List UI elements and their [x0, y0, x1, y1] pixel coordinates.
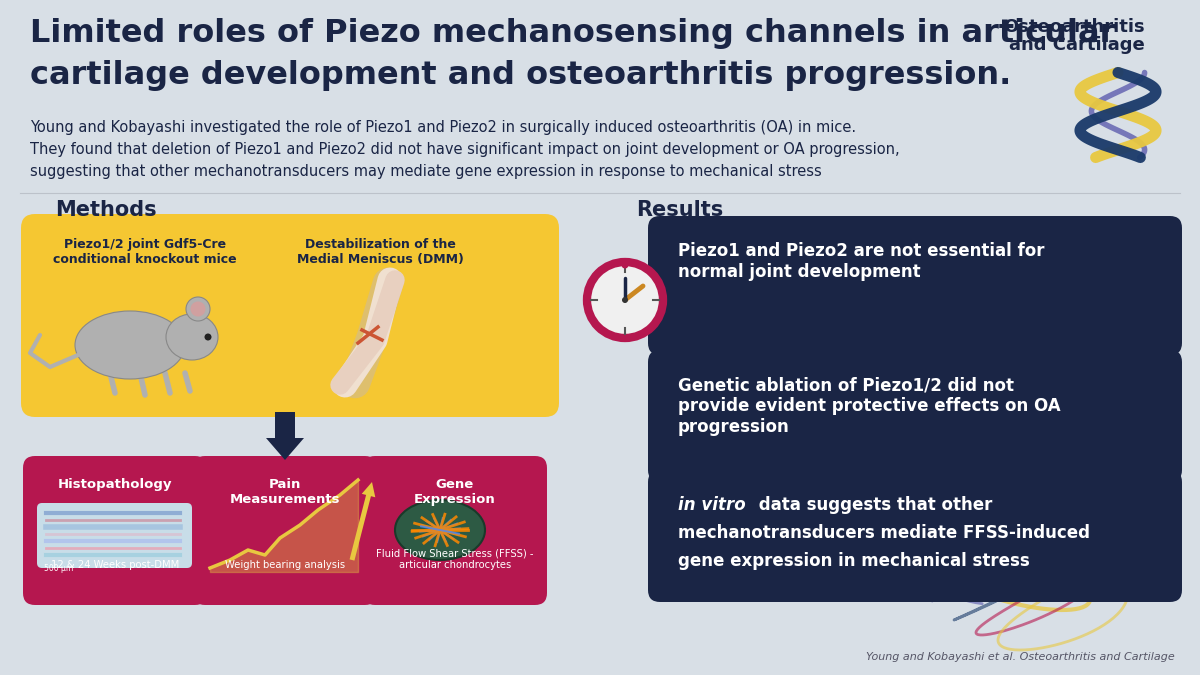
FancyBboxPatch shape: [22, 214, 559, 417]
Text: mechanotransducers mediate FFSS-induced: mechanotransducers mediate FFSS-induced: [678, 524, 1090, 542]
Ellipse shape: [166, 314, 218, 360]
Text: Genetic ablation of Piezo1/2 did not
provide evident protective effects on OA
pr: Genetic ablation of Piezo1/2 did not pro…: [678, 376, 1061, 435]
Ellipse shape: [186, 297, 210, 321]
Text: Methods: Methods: [55, 200, 157, 220]
Circle shape: [622, 261, 629, 269]
Text: Piezo1 and Piezo2 are not essential for
normal joint development: Piezo1 and Piezo2 are not essential for …: [678, 242, 1044, 281]
Text: Histopathology: Histopathology: [58, 478, 173, 491]
Text: Young and Kobayashi et al. Osteoarthritis and Cartilage: Young and Kobayashi et al. Osteoarthriti…: [866, 652, 1175, 662]
Text: They found that deletion of Piezo1 and Piezo2 did not have significant impact on: They found that deletion of Piezo1 and P…: [30, 142, 900, 157]
Text: suggesting that other mechanotransducers may mediate gene expression in response: suggesting that other mechanotransducers…: [30, 164, 822, 179]
Text: Young and Kobayashi investigated the role of Piezo1 and Piezo2 in surgically ind: Young and Kobayashi investigated the rol…: [30, 120, 856, 135]
Ellipse shape: [395, 500, 485, 560]
FancyBboxPatch shape: [648, 350, 1182, 482]
Ellipse shape: [74, 311, 185, 379]
Text: Results: Results: [636, 200, 724, 220]
FancyArrow shape: [266, 412, 304, 460]
Text: Destabilization of the
Medial Meniscus (DMM): Destabilization of the Medial Meniscus (…: [296, 238, 463, 266]
Text: data suggests that other: data suggests that other: [754, 496, 992, 514]
FancyBboxPatch shape: [23, 456, 208, 605]
FancyBboxPatch shape: [193, 456, 377, 605]
Text: Limited roles of Piezo mechanosensing channels in articular: Limited roles of Piezo mechanosensing ch…: [30, 18, 1115, 49]
Text: in vitro: in vitro: [678, 496, 745, 514]
FancyBboxPatch shape: [37, 503, 192, 568]
Text: Weight bearing analysis: Weight bearing analysis: [224, 560, 346, 570]
Text: and Cartilage: and Cartilage: [1009, 36, 1145, 54]
Circle shape: [587, 262, 662, 338]
FancyBboxPatch shape: [648, 216, 1182, 355]
Text: cartilage development and osteoarthritis progression.: cartilage development and osteoarthritis…: [30, 60, 1012, 91]
Circle shape: [622, 297, 628, 303]
Ellipse shape: [191, 302, 205, 317]
Ellipse shape: [204, 333, 211, 340]
Text: Gene
Expression: Gene Expression: [414, 478, 496, 506]
Text: gene expression in mechanical stress: gene expression in mechanical stress: [678, 552, 1030, 570]
FancyArrow shape: [349, 482, 376, 561]
Text: 500 µm: 500 µm: [44, 564, 73, 573]
Text: Osteoarthritis: Osteoarthritis: [1003, 18, 1145, 36]
Text: 12 & 24 Weeks post-DMM: 12 & 24 Weeks post-DMM: [50, 560, 179, 570]
FancyBboxPatch shape: [364, 456, 547, 605]
Text: Piezo1/2 joint Gdf5-Cre
conditional knockout mice: Piezo1/2 joint Gdf5-Cre conditional knoc…: [53, 238, 236, 266]
FancyBboxPatch shape: [648, 470, 1182, 602]
Text: Fluid Flow Shear Stress (FFSS) -
articular chondrocytes: Fluid Flow Shear Stress (FFSS) - articul…: [377, 548, 534, 570]
Text: Pain
Measurements: Pain Measurements: [229, 478, 341, 506]
